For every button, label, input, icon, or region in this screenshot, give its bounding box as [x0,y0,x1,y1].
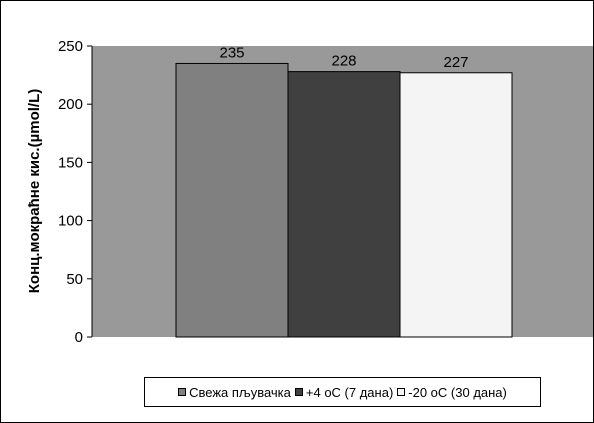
y-tick-label: 0 [75,329,83,346]
bar-value-label: 227 [443,54,468,71]
legend-label: -20 оС (30 дана) [408,384,507,400]
legend-swatch-icon [178,388,187,396]
y-axis-label: Конц.мокраћне кис.(µmol/L) [26,89,43,293]
y-tick-label: 100 [58,213,83,230]
bar-value-label: 235 [219,44,244,61]
legend-label: +4 оС (7 дана) [305,384,394,400]
data-labels: 235 228 227 [219,44,468,70]
legend-item: -20 оС (30 дана) [397,385,507,400]
legend: Свежа пљувачка +4 оС (7 дана) -20 оС (30… [144,377,541,407]
y-axis: 0 50 100 150 200 250 [58,38,93,346]
y-tick-label: 50 [66,271,83,288]
legend-label: Свежа пљувачка [189,384,291,400]
y-tick-label: 200 [58,96,83,113]
bar [287,71,401,338]
bar [175,62,289,338]
legend-item: Свежа пљувачка [178,385,291,400]
bar-value-label: 228 [331,53,356,70]
bars [175,62,513,338]
y-tick-label: 250 [58,38,83,55]
bar [399,72,513,338]
legend-swatch-icon [294,388,303,396]
legend-swatch-icon [397,388,406,396]
y-tick-label: 150 [58,154,83,171]
legend-item: +4 оС (7 дана) [294,384,394,400]
